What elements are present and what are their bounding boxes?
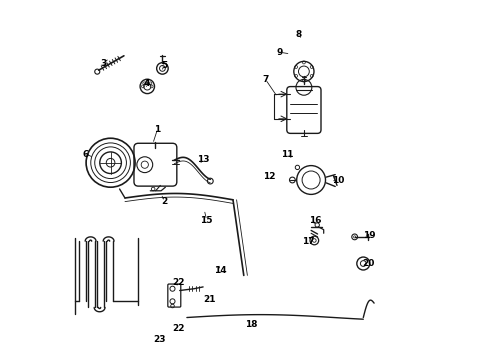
Text: 22: 22 xyxy=(172,278,185,287)
Text: 14: 14 xyxy=(213,266,226,275)
Text: 20: 20 xyxy=(362,259,374,268)
Text: 12: 12 xyxy=(262,172,275,181)
Text: 21: 21 xyxy=(203,295,215,304)
Text: 22: 22 xyxy=(172,324,185,333)
Text: 1: 1 xyxy=(154,125,160,134)
Text: 10: 10 xyxy=(331,176,344,185)
Text: 18: 18 xyxy=(244,320,257,329)
Text: 16: 16 xyxy=(309,216,322,225)
Text: 23: 23 xyxy=(153,335,166,343)
Text: 2: 2 xyxy=(161,197,167,206)
Text: 17: 17 xyxy=(302,237,314,246)
Text: 13: 13 xyxy=(197,154,209,163)
Text: 3: 3 xyxy=(100,58,106,68)
Text: 6: 6 xyxy=(83,150,89,158)
Text: 9: 9 xyxy=(276,48,283,57)
Text: 5: 5 xyxy=(161,61,167,70)
Text: 8: 8 xyxy=(295,30,301,39)
Text: 4: 4 xyxy=(143,79,149,88)
Text: 11: 11 xyxy=(280,150,293,158)
Text: 19: 19 xyxy=(363,231,375,240)
Text: 15: 15 xyxy=(200,216,212,225)
Text: 7: 7 xyxy=(262,75,268,84)
